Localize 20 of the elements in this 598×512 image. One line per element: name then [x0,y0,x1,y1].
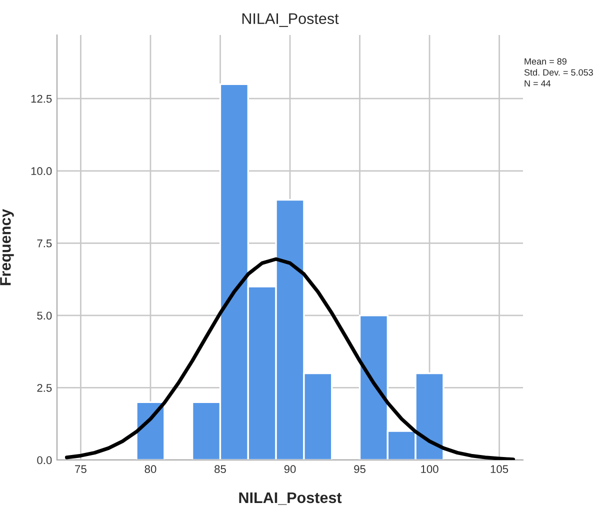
text: Mean = 89 [524,58,566,65]
y-tick-label: 0.0 [37,456,52,464]
x-tick-label: 90 [284,465,296,474]
x-tick-label: 105 [490,465,508,474]
line-series [64,257,516,460]
y-tick-label: 7.5 [37,240,52,248]
x-tick-label: 80 [144,465,156,474]
y-tick-label: 2.5 [37,384,52,392]
text: Std. Dev. = 5.053 [524,69,593,76]
y-tick-label: 12.5 [31,94,52,103]
x-tick-label: 95 [354,465,366,474]
y-tick-label: 10.0 [31,167,52,176]
x-tick-label: 85 [214,465,226,474]
x-tick-label: 100 [421,465,438,474]
text: N = 44 [524,80,551,87]
y-axis-title: Frequency [0,208,14,286]
x-axis-title: NILAI_Postest [239,492,342,505]
chart-title: NILAI_Postest [242,13,339,27]
y-tick-label: 5.0 [37,312,52,320]
x-tick-label: 75 [75,465,86,474]
